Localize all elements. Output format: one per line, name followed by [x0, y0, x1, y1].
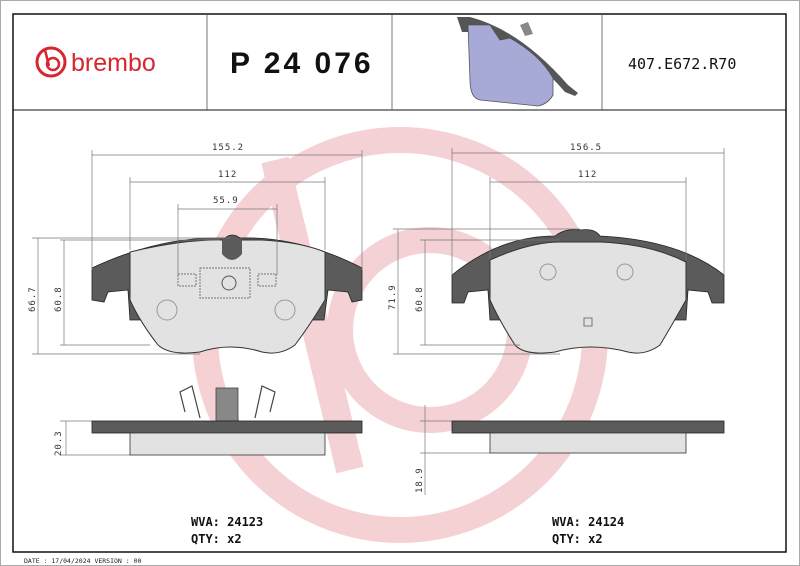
dim-right-width-inner: 112: [578, 170, 597, 180]
dim-left-thickness: 20.3: [54, 430, 64, 456]
dim-left-width-inner: 112: [218, 170, 237, 180]
left-pad-dimensions: 155.2 112 55.9 66.7 60.8 20.3: [28, 143, 363, 456]
right-qty: QTY: x2: [552, 532, 603, 546]
left-pad-front-view: [91, 234, 363, 354]
right-wva: WVA: 24124: [552, 515, 624, 529]
right-pad-front-view: [451, 229, 725, 354]
left-wva: WVA: 24123: [191, 515, 263, 529]
dim-left-width-overall: 155.2: [212, 143, 244, 153]
brand-name: brembo: [71, 49, 156, 77]
dim-left-height-friction: 60.8: [54, 286, 64, 312]
dim-right-height-overall: 71.9: [388, 284, 398, 310]
footer-date-version: DATE : 17/04/2024 VERSION : 00: [24, 557, 141, 565]
left-qty: QTY: x2: [191, 532, 242, 546]
right-pad-dimensions: 156.5 112 71.9 60.8 18.9: [388, 143, 725, 495]
dim-left-height-overall: 66.7: [28, 286, 38, 312]
drawing-frame: [12, 13, 787, 553]
dim-right-thickness: 18.9: [415, 467, 425, 493]
dim-right-height-friction: 60.8: [415, 286, 425, 312]
reference-code: 407.E672.R70: [628, 55, 736, 73]
right-pad-side-view: [451, 420, 725, 454]
dim-right-width-overall: 156.5: [570, 143, 602, 153]
dim-left-width-center: 55.9: [213, 196, 239, 206]
part-number: P 24 076: [230, 47, 374, 80]
pad-thumbnail: [457, 17, 578, 107]
left-pad-side-view: [91, 385, 363, 456]
brembo-logo: brembo: [35, 46, 156, 78]
